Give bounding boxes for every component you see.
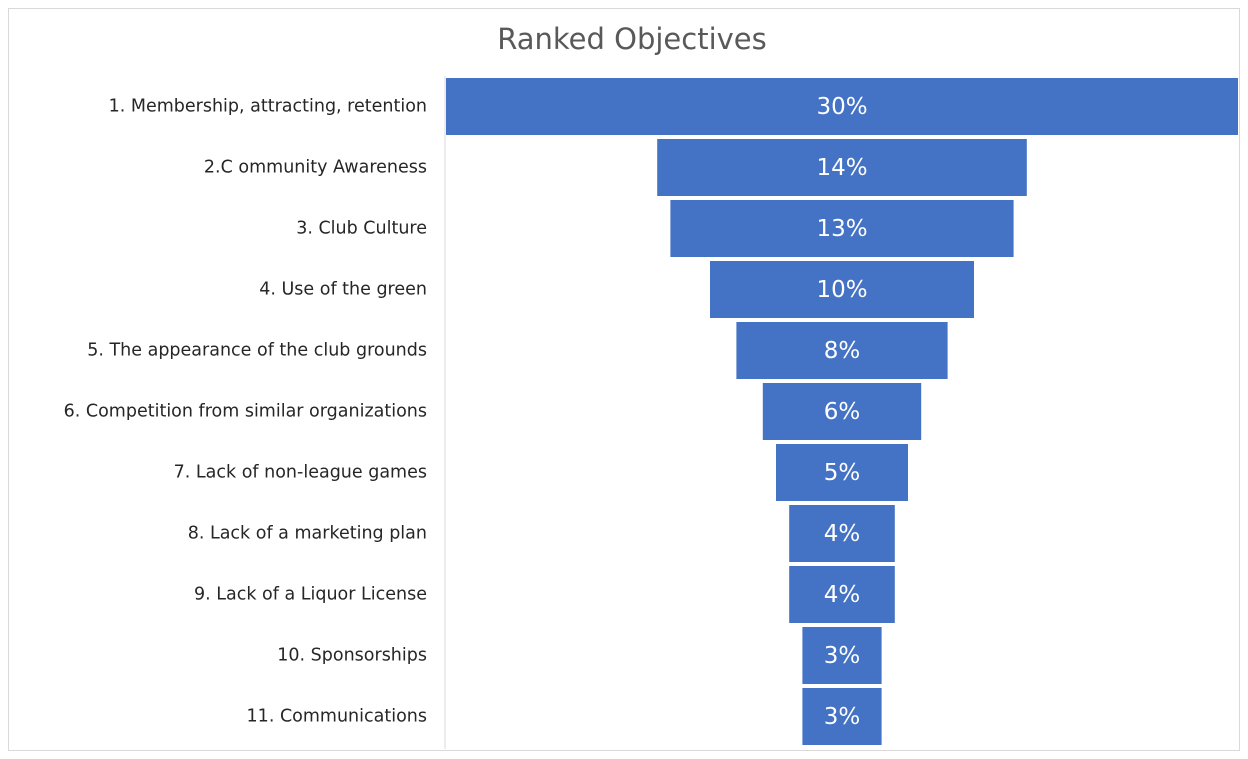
category-label: 10. Sponsorships: [277, 646, 427, 666]
data-labels-group: 30% 14% 13% 10% 8% 6% 5% 4% 4% 3% 3%: [816, 94, 867, 730]
data-label: 10%: [816, 277, 867, 303]
data-label: 6%: [824, 399, 861, 425]
funnel-bar: [762, 383, 922, 440]
data-label: 3%: [824, 643, 861, 669]
data-label: 14%: [816, 155, 867, 181]
bars-group: [446, 78, 1238, 745]
category-label: 7. Lack of non-league games: [174, 463, 427, 483]
data-label: 13%: [816, 216, 867, 242]
data-label: 30%: [816, 94, 867, 120]
category-label: 4. Use of the green: [259, 280, 427, 300]
data-label: 8%: [824, 338, 861, 364]
funnel-bar: [776, 444, 908, 501]
category-label: 1. Membership, attracting, retention: [109, 97, 427, 117]
funnel-bar: [657, 139, 1027, 196]
funnel-bar: [736, 322, 948, 379]
category-labels-group: 1. Membership, attracting, retention 2.C …: [64, 97, 427, 727]
funnel-bar: [710, 261, 974, 318]
funnel-bar: [802, 688, 882, 745]
data-label: 4%: [824, 582, 861, 608]
category-label: 6. Competition from similar organization…: [64, 402, 427, 422]
funnel-bar: [670, 200, 1014, 257]
funnel-bar: [802, 627, 882, 684]
data-label: 4%: [824, 521, 861, 547]
data-label: 3%: [824, 704, 861, 730]
data-label: 5%: [824, 460, 861, 486]
funnel-bar: [446, 78, 1238, 135]
category-label: 8. Lack of a marketing plan: [188, 524, 427, 544]
category-label: 9. Lack of a Liquor License: [194, 585, 427, 605]
funnel-bar: [789, 505, 895, 562]
category-label: 2.C ommunity Awareness: [204, 158, 427, 178]
funnel-bar: [789, 566, 895, 623]
category-label: 3. Club Culture: [296, 219, 427, 239]
category-label: 11. Communications: [247, 707, 427, 727]
category-label: 5. The appearance of the club grounds: [87, 341, 427, 361]
chart-title: Ranked Objectives: [497, 22, 767, 56]
